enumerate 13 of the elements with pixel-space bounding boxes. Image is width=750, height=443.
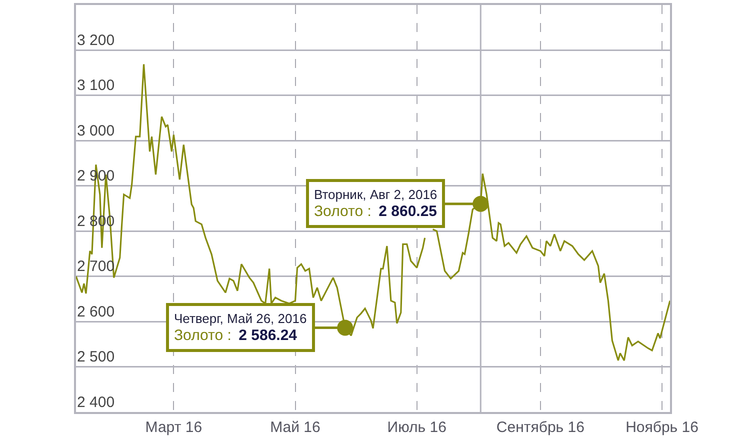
y-tick-label: 3 200 [77,32,115,49]
y-tick-label: 2 500 [77,348,115,366]
x-tick-label: Сентябрь 16 [496,419,584,436]
y-tick-label: 2 600 [77,303,115,320]
x-tick-label: Июль 16 [387,419,446,436]
x-tick-label: Ноябрь 16 [626,419,698,436]
y-tick-label: 3 000 [77,122,115,140]
y-tick-label: 2 400 [77,394,115,411]
annotation: Четверг, Май 26, 2016 Золото : 2 586.24 [174,311,307,344]
annotation: Вторник, Авг 2, 2016 Золото : 2 860.25 [314,187,438,220]
x-tick-label: Май 16 [270,419,320,436]
y-tick-label: 3 100 [77,77,115,94]
x-tick-label: Март 16 [145,419,202,436]
